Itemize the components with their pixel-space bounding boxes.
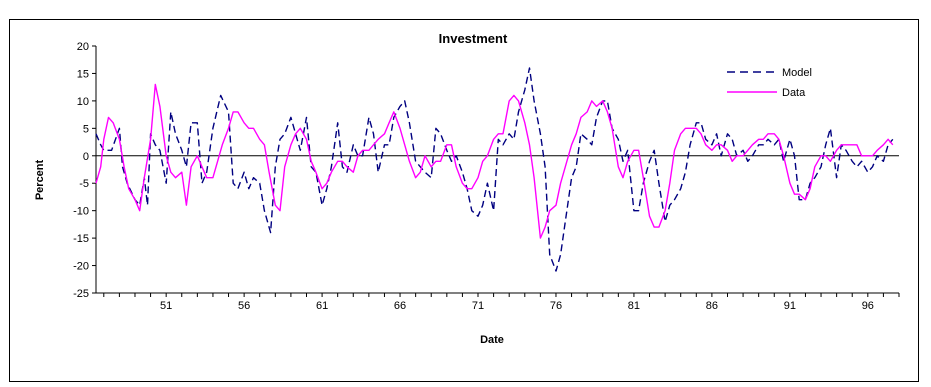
series-line-model <box>95 67 894 272</box>
series-line-data <box>95 83 894 239</box>
investment-chart: Investment Percent Date -25 -20 -15 -10 -5 0 5… <box>34 31 900 346</box>
y-tick-label: -15 <box>73 233 89 245</box>
plot-area: -25 -20 -15 -10 -5 0 5 10 15 20 51 56 61 66 71 76 81 86 91… <box>73 41 900 312</box>
legend-label-model: Model <box>782 67 812 79</box>
x-axis-title: Date <box>480 334 504 346</box>
y-tick-label: -10 <box>73 206 89 218</box>
y-tick-label: -5 <box>79 178 89 190</box>
x-tick-label: 86 <box>706 300 718 312</box>
chart-title: Investment <box>439 31 508 46</box>
x-tick-label: 76 <box>550 300 562 312</box>
y-tick-label: 5 <box>83 123 89 135</box>
x-tick-label: 96 <box>862 300 874 312</box>
x-tick-label: 81 <box>628 300 640 312</box>
y-tick-label: -25 <box>73 288 89 300</box>
x-tick-label: 66 <box>394 300 406 312</box>
y-tick-label: 0 <box>83 151 89 163</box>
x-tick-label: 91 <box>784 300 796 312</box>
legend: Model Data <box>727 67 812 99</box>
x-tick-label: 56 <box>238 300 250 312</box>
chart-frame: Investment Percent Date -25 -20 -15 -10 -5 0 5… <box>9 19 919 382</box>
x-tick-label: 51 <box>160 300 172 312</box>
legend-label-data: Data <box>782 87 806 99</box>
y-tick-label: 10 <box>77 96 89 108</box>
y-axis-title: Percent <box>34 159 46 200</box>
x-tick-label: 71 <box>472 300 484 312</box>
y-tick-label: 20 <box>77 41 89 53</box>
y-tick-label: 15 <box>77 68 89 80</box>
y-tick-label: -20 <box>73 261 89 273</box>
x-tick-label: 61 <box>316 300 328 312</box>
